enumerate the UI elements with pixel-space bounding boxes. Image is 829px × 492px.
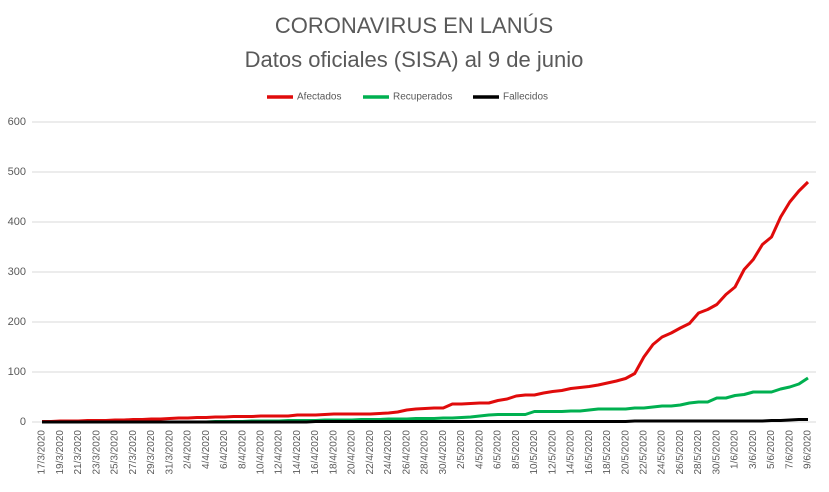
x-tick-label: 28/4/2020 [420,430,431,475]
x-tick-label: 12/4/2020 [274,430,285,475]
x-tick-label: 25/3/2020 [110,430,121,475]
x-tick-label: 6/4/2020 [219,430,230,469]
x-tick-label: 5/6/2020 [766,430,777,469]
x-tick-label: 22/5/2020 [638,430,649,475]
x-tick-label: 18/4/2020 [328,430,339,475]
y-tick-label: 300 [8,266,26,278]
x-tick-label: 10/4/2020 [255,430,266,475]
x-tick-label: 8/5/2020 [511,430,522,469]
x-tick-label: 27/3/2020 [128,430,139,475]
x-tick-label: 8/4/2020 [237,430,248,469]
x-tick-label: 16/5/2020 [584,430,595,475]
legend-label: Fallecidos [503,92,548,103]
y-tick-label: 600 [8,116,26,128]
legend-label: Afectados [297,92,341,103]
x-tick-label: 2/4/2020 [183,430,194,469]
x-tick-label: 30/5/2020 [711,430,722,475]
x-tick-label: 31/3/2020 [164,430,175,475]
x-tick-label: 18/5/2020 [602,430,613,475]
x-tick-label: 24/4/2020 [383,430,394,475]
series-line [42,180,810,423]
x-tick-label: 30/4/2020 [438,430,449,475]
legend-label: Recuperados [393,92,452,103]
y-tick-label: 100 [8,366,26,378]
x-tick-label: 4/4/2020 [201,430,212,469]
x-tick-label: 20/4/2020 [347,430,358,475]
y-tick-label: 0 [20,416,26,428]
x-tick-label: 23/3/2020 [91,430,102,475]
x-tick-label: 14/4/2020 [292,430,303,475]
y-tick-label: 200 [8,316,26,328]
chart-subtitle: Datos oficiales (SISA) al 9 de junio [245,47,584,72]
x-tick-label: 17/3/2020 [37,430,48,475]
y-tick-label: 400 [8,216,26,228]
x-tick-label: 3/6/2020 [748,430,759,469]
y-tick-label: 500 [8,166,26,178]
x-tick-label: 28/5/2020 [693,430,704,475]
x-tick-label: 1/6/2020 [730,430,741,469]
x-tick-label: 22/4/2020 [365,430,376,475]
x-tick-label: 26/5/2020 [675,430,686,475]
chart-title: CORONAVIRUS EN LANÚS [275,13,553,38]
x-tick-label: 4/5/2020 [474,430,485,469]
x-tick-label: 20/5/2020 [620,430,631,475]
x-tick-label: 6/5/2020 [493,430,504,469]
x-tick-label: 21/3/2020 [73,430,84,475]
x-tick-label: 26/4/2020 [401,430,412,475]
x-tick-label: 10/5/2020 [529,430,540,475]
x-tick-label: 12/5/2020 [547,430,558,475]
x-tick-label: 14/5/2020 [566,430,577,475]
series-line [42,418,808,424]
x-tick-label: 24/5/2020 [657,430,668,475]
x-tick-label: 29/3/2020 [146,430,157,475]
x-tick-label: 16/4/2020 [310,430,321,475]
x-tick-label: 2/5/2020 [456,430,467,469]
x-tick-label: 9/6/2020 [803,430,814,469]
x-tick-label: 7/6/2020 [784,430,795,469]
x-tick-label: 19/3/2020 [55,430,66,475]
